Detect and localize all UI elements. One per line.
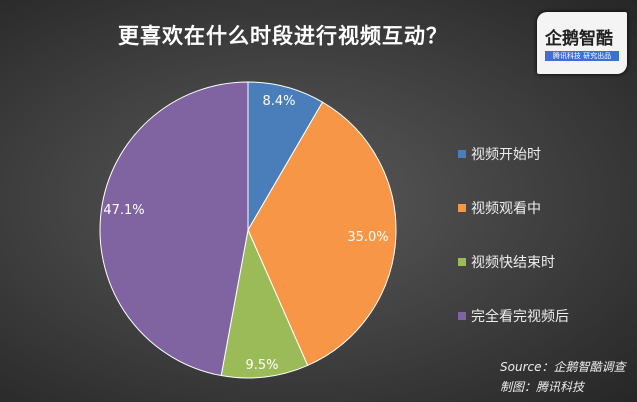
legend-item: 视频开始时 <box>458 144 541 164</box>
source-note: Source：企鹅智酷调查 <box>500 360 626 374</box>
logo: 企鹅智酷 腾讯科技 研究出品 <box>537 12 627 74</box>
data-label: 9.5% <box>245 358 278 373</box>
legend-label: 视频观看中 <box>471 201 541 217</box>
legend-swatch <box>458 312 466 320</box>
data-label: 47.1% <box>103 203 144 218</box>
logo-tagline: 腾讯科技 研究出品 <box>545 51 619 61</box>
credit-note: 制图：腾讯科技 <box>500 380 585 394</box>
logo-name: 企鹅智酷 <box>545 29 613 49</box>
legend-item: 视频快结束时 <box>458 252 555 272</box>
legend-swatch <box>458 204 466 212</box>
data-label: 8.4% <box>262 94 295 109</box>
legend-label: 完全看完视频后 <box>471 309 569 325</box>
pie-slice-2 <box>247 101 397 367</box>
legend-swatch <box>458 258 466 266</box>
legend-item: 视频观看中 <box>458 198 541 218</box>
legend-label: 视频快结束时 <box>471 255 555 271</box>
pie-slice-3 <box>220 228 309 379</box>
data-label: 35.0% <box>347 230 388 245</box>
pie-slice-4 <box>99 81 249 377</box>
chart-title: 更喜欢在什么时段进行视频互动？ <box>118 24 448 48</box>
legend-item: 完全看完视频后 <box>458 306 569 326</box>
legend-label: 视频开始时 <box>471 147 541 163</box>
legend-swatch <box>458 150 466 158</box>
